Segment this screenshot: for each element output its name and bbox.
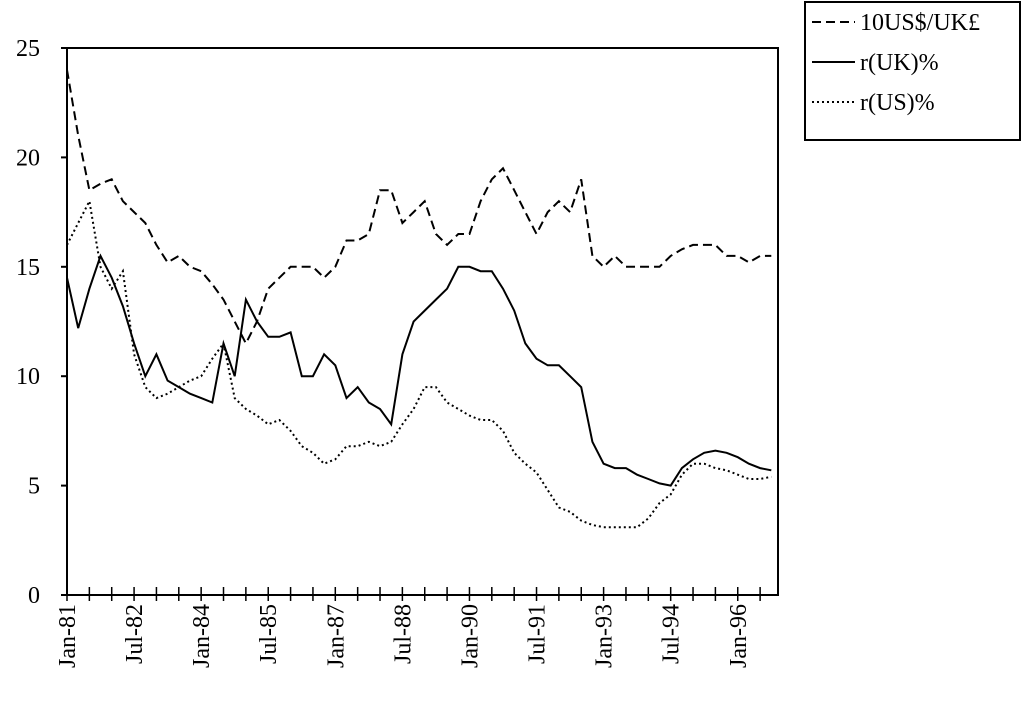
x-tick-label: Jan-84 [189, 604, 215, 668]
x-tick-label: Jan-81 [55, 604, 81, 668]
y-tick-label: 0 [28, 583, 40, 609]
x-tick-label: Jan-90 [457, 604, 483, 668]
legend-box [804, 1, 1021, 141]
x-tick-label: Jul-82 [122, 604, 148, 664]
x-tick-label: Jan-93 [592, 604, 618, 668]
y-tick-label: 20 [16, 145, 40, 171]
x-tick-label: Jul-91 [525, 604, 551, 664]
series-line [66, 69, 772, 346]
x-tick-label: Jul-88 [390, 604, 416, 664]
plot-frame [66, 47, 779, 596]
x-tick-label: Jan-87 [323, 604, 349, 668]
y-tick-label: 15 [16, 255, 40, 281]
series-line [66, 253, 772, 487]
x-tick-label: Jul-85 [256, 604, 282, 664]
legend-label: r(US)% [860, 90, 935, 116]
series-line [66, 198, 772, 529]
x-tick-label: Jan-96 [726, 604, 752, 668]
y-tick-label: 5 [28, 474, 40, 500]
y-tick-label: 25 [16, 36, 40, 62]
legend-label: 10US$/UK£ [860, 10, 980, 36]
x-tick-label: Jul-94 [659, 604, 685, 664]
y-tick-label: 10 [16, 364, 40, 390]
legend-label: r(UK)% [860, 50, 939, 76]
